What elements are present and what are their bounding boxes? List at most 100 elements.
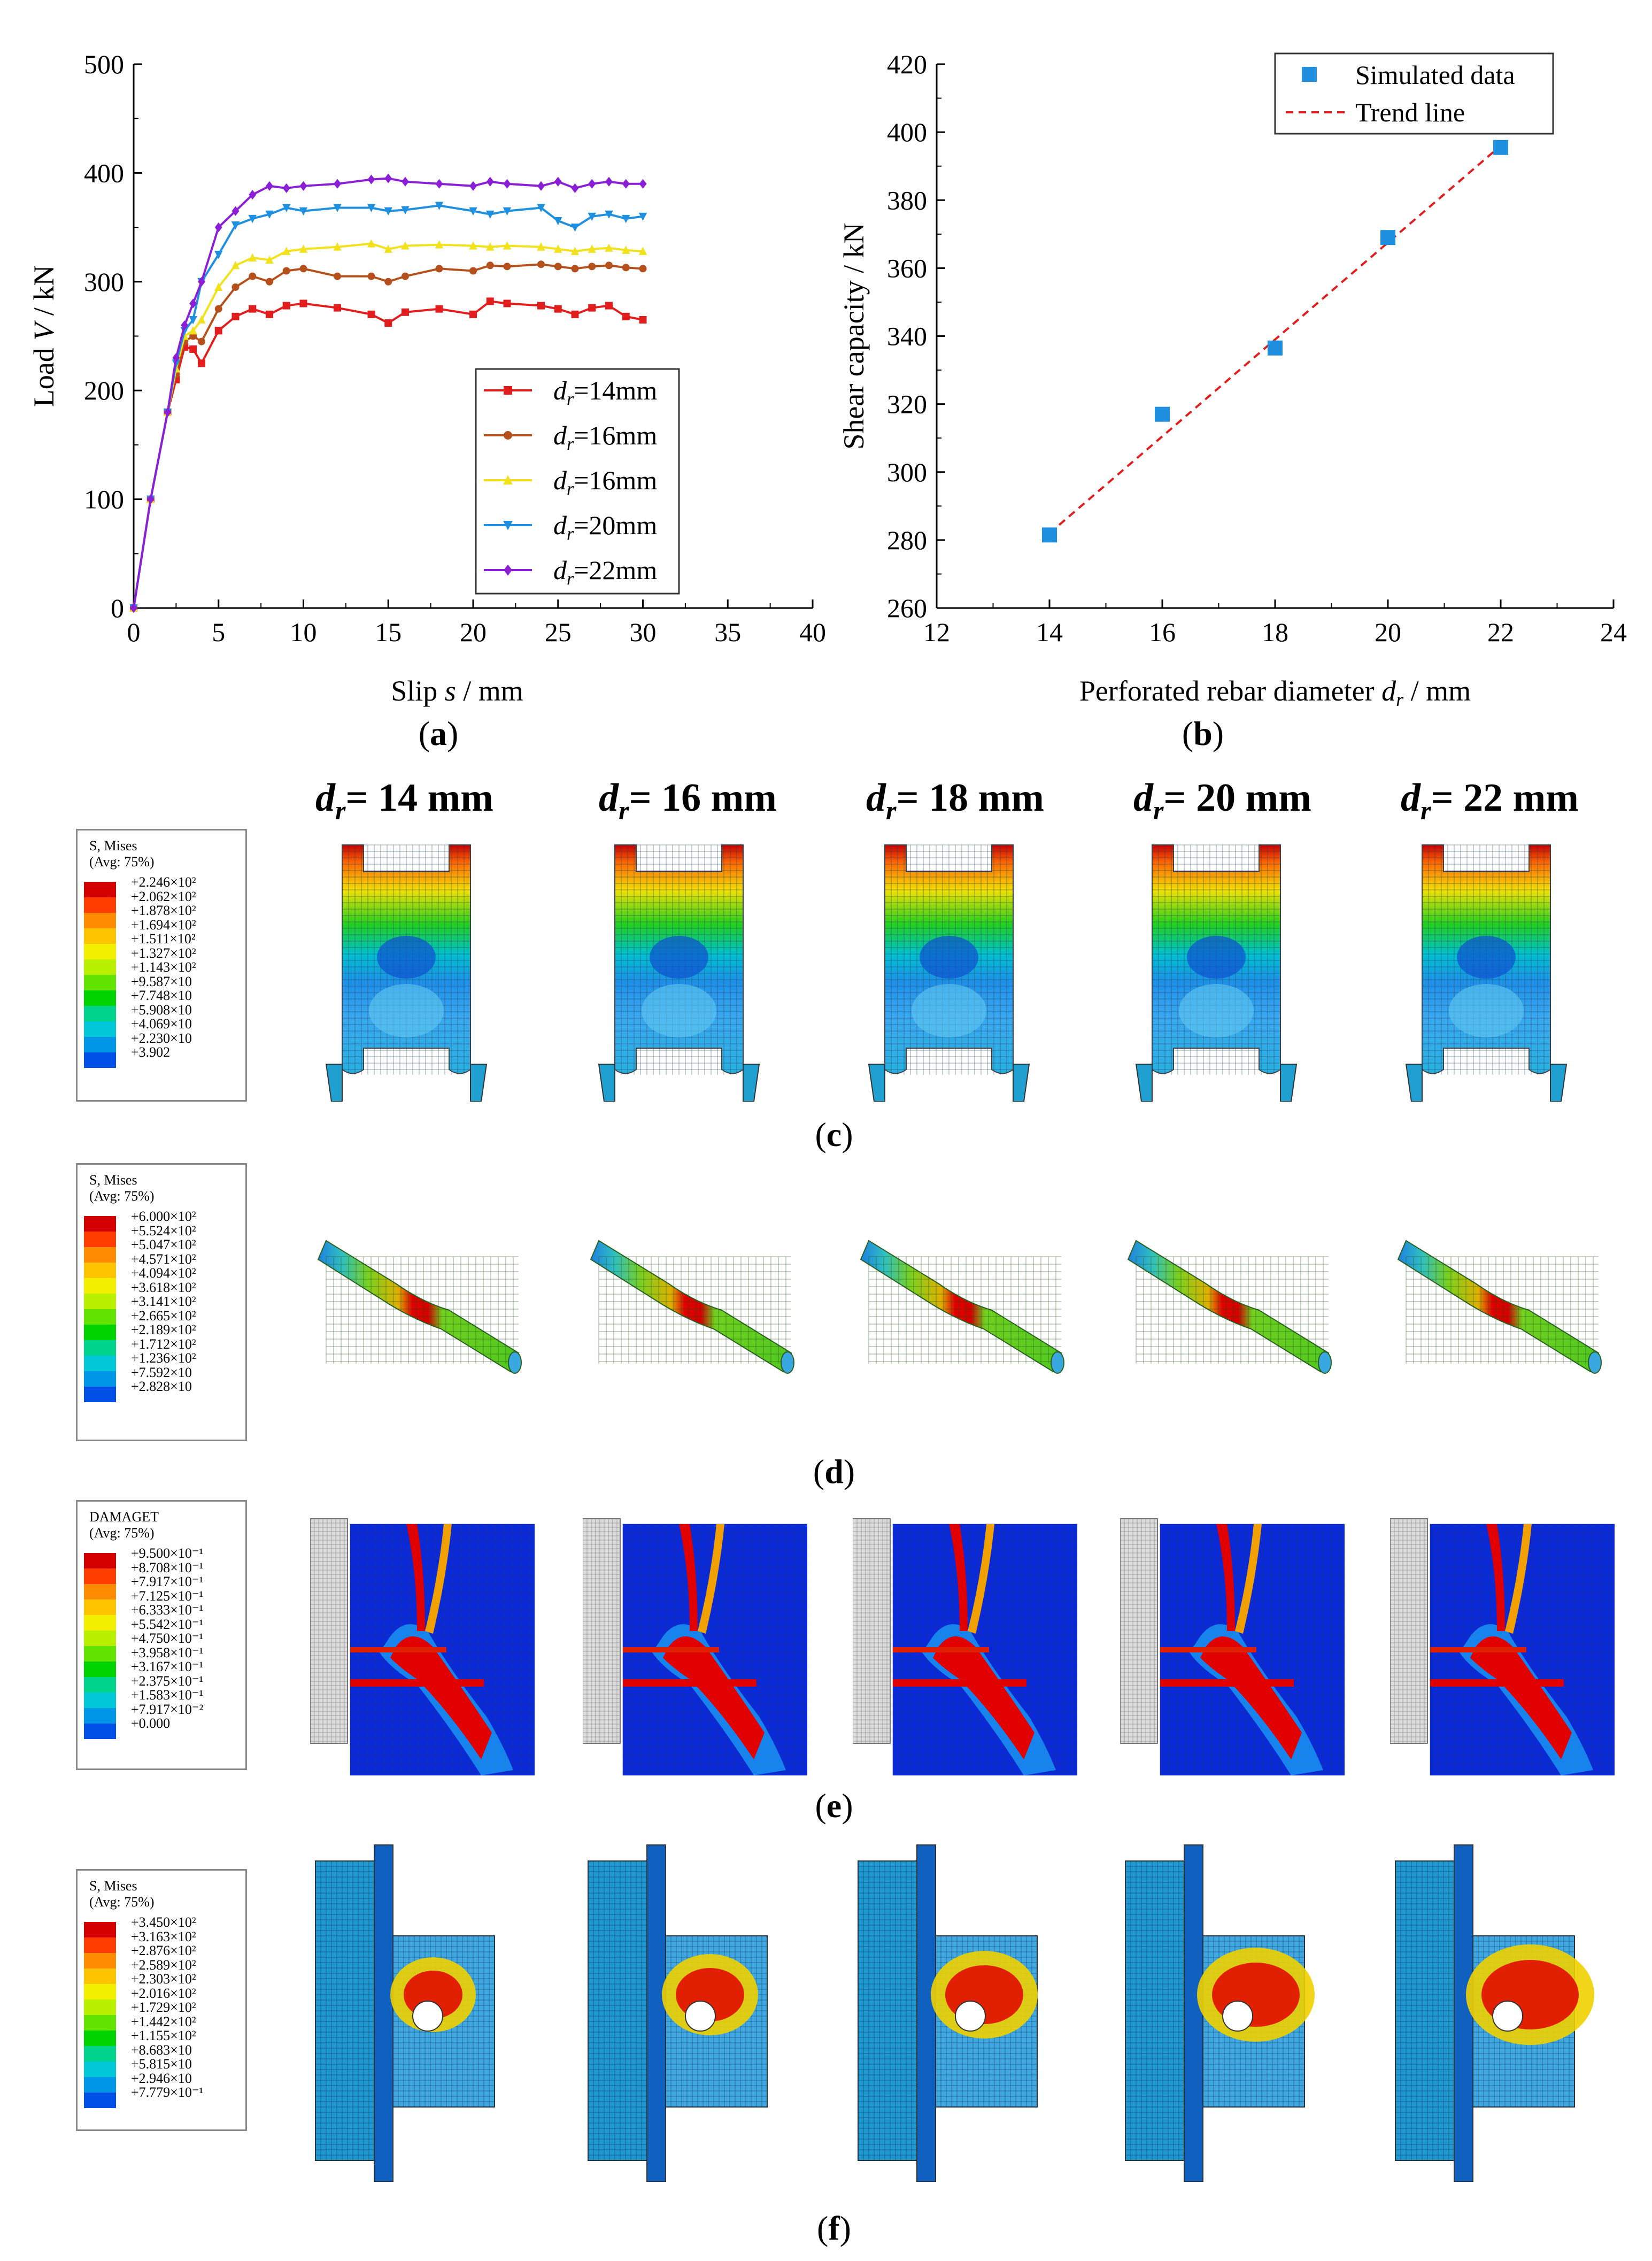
legend-value: +2.946×10 xyxy=(131,2070,192,2086)
legend-value: +2.189×10² xyxy=(131,1322,196,1337)
a-data-point xyxy=(384,244,392,253)
legend-value: +1.442×10² xyxy=(131,2013,196,2029)
caption-f: (f) xyxy=(817,2209,851,2247)
a-data-point xyxy=(469,310,477,318)
legend-color-swatch xyxy=(84,1356,116,1371)
fe-perforated-plate-4 xyxy=(1125,1844,1315,2182)
a-data-point xyxy=(503,263,511,271)
a-data-point xyxy=(554,217,562,226)
column-header: dr= 22 mm xyxy=(1401,776,1579,825)
legend-color-swatch xyxy=(84,1937,116,1953)
a-data-point xyxy=(189,316,197,325)
fe-perforated-plate-1 xyxy=(315,1844,495,2182)
a-data-point xyxy=(486,297,494,305)
legend-color-swatch xyxy=(84,2046,116,2062)
legend-color-swatch xyxy=(84,1052,116,1068)
legend-value: +9.500×10⁻¹ xyxy=(131,1545,204,1561)
a-legend-marker xyxy=(503,475,513,484)
legend-title: S, Mises xyxy=(89,1172,137,1188)
a-data-point xyxy=(571,265,579,273)
a-data-point xyxy=(402,308,409,316)
fe-perforated-plate-3 xyxy=(858,1844,1038,2182)
a-data-point xyxy=(164,407,172,417)
legend-color-swatch xyxy=(84,1631,116,1646)
a-data-point xyxy=(605,262,613,270)
a-y-axis-label: Load V / kN xyxy=(28,265,60,407)
legend-color-swatch xyxy=(84,1371,116,1387)
legend-color-swatch xyxy=(84,2077,116,2093)
a-data-point xyxy=(198,276,205,287)
a-data-point xyxy=(571,310,579,318)
legend-value: +1.712×10² xyxy=(131,1336,196,1352)
legend-color-bar xyxy=(84,882,116,1068)
legend-color-swatch xyxy=(84,1309,116,1325)
a-data-point xyxy=(469,207,477,216)
caption-a: (a) xyxy=(418,714,459,752)
a-data-point xyxy=(214,250,223,259)
legend-value: +4.069×10 xyxy=(131,1016,192,1032)
legend-color-swatch xyxy=(84,1677,116,1693)
legend-value: +1.878×10² xyxy=(131,903,196,918)
a-x-tick-label: 20 xyxy=(460,617,487,647)
legend-value: +7.779×10⁻¹ xyxy=(131,2085,204,2100)
legend-value: +2.303×10² xyxy=(131,1971,196,1987)
a-data-point xyxy=(214,222,222,233)
a-y-tick-label: 500 xyxy=(84,49,124,79)
a-x-tick-label: 30 xyxy=(630,617,657,647)
legend-value: +1.694×10² xyxy=(131,917,196,933)
a-data-point xyxy=(435,179,443,189)
a-data-point xyxy=(367,174,375,184)
a-data-point xyxy=(469,267,477,275)
legend-value: +4.750×10⁻¹ xyxy=(131,1631,204,1646)
a-data-point xyxy=(266,181,273,191)
legend-value: +2.665×10² xyxy=(131,1308,196,1324)
a-data-point xyxy=(435,305,443,313)
legend-value: +7.917×10⁻² xyxy=(131,1701,204,1717)
a-legend-label: dr=20mm xyxy=(553,510,657,544)
b-x-tick-label: 24 xyxy=(1600,617,1627,647)
fe-rebar-stress-1 xyxy=(317,1240,522,1374)
a-data-point xyxy=(189,298,197,309)
legend-value: +2.246×10² xyxy=(131,874,196,890)
b-x-axis-label: Perforated rebar diameter dr / mm xyxy=(1079,675,1471,710)
a-data-point xyxy=(570,224,580,232)
legend-color-bar xyxy=(84,1922,116,2108)
legend-value: +7.748×10 xyxy=(131,988,192,1003)
contour-legend-f: S, Mises (Avg: 75%) +3.450×10² +3.163×10² +2… xyxy=(76,1869,247,2131)
a-data-point xyxy=(130,603,137,613)
fe-concrete-damage-5 xyxy=(1390,1518,1615,1775)
a-x-tick-label: 25 xyxy=(545,617,572,647)
a-x-tick-label: 10 xyxy=(290,617,317,647)
legend-value: +5.815×10 xyxy=(131,2056,192,2072)
a-data-point xyxy=(248,253,257,262)
legend-value: +7.592×10 xyxy=(131,1364,192,1380)
a-data-point xyxy=(198,359,205,367)
a-series-line xyxy=(133,242,643,609)
a-legend-marker xyxy=(504,386,512,395)
legend-color-swatch xyxy=(84,913,116,928)
b-data-point xyxy=(1155,406,1170,422)
legend-value: +5.047×10² xyxy=(131,1237,196,1252)
legend-color-swatch xyxy=(84,1724,116,1739)
a-data-point xyxy=(231,283,240,291)
legend-value: +7.917×10⁻¹ xyxy=(131,1574,204,1589)
legend-value: +3.450×10² xyxy=(131,1914,196,1930)
a-data-point xyxy=(334,272,341,280)
a-data-point xyxy=(181,320,189,330)
b-y-tick-label: 260 xyxy=(887,593,927,623)
legend-value: +1.155×10² xyxy=(131,2028,196,2043)
legend-value: +5.542×10⁻¹ xyxy=(131,1616,204,1632)
a-data-point xyxy=(588,304,596,312)
a-data-point xyxy=(231,312,240,320)
b-data-point xyxy=(1042,527,1057,543)
fe-plate-stress-1 xyxy=(325,844,488,1102)
a-data-point xyxy=(570,247,580,255)
legend-value: +3.141×10² xyxy=(131,1294,196,1309)
legend-color-swatch xyxy=(84,2031,116,2046)
legend-value: +2.016×10² xyxy=(131,1985,196,2001)
a-data-point xyxy=(146,494,155,504)
legend-color-swatch xyxy=(84,1263,116,1278)
legend-color-swatch xyxy=(84,1325,116,1340)
a-data-point xyxy=(249,272,257,280)
